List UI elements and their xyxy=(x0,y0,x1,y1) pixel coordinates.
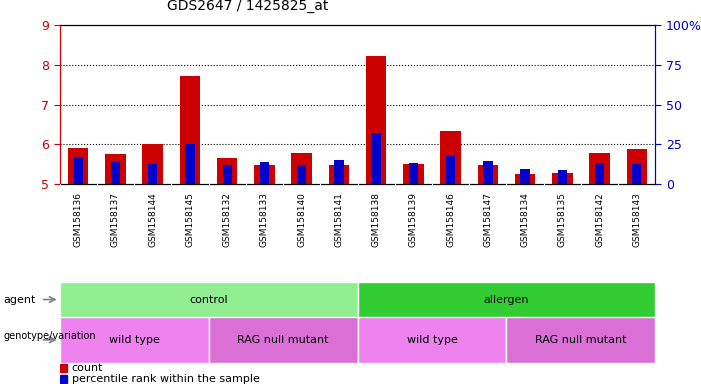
Bar xyxy=(358,282,655,317)
Text: wild type: wild type xyxy=(407,335,458,345)
Text: RAG null mutant: RAG null mutant xyxy=(535,335,627,345)
Bar xyxy=(60,317,209,363)
Bar xyxy=(217,159,238,184)
Bar xyxy=(358,317,506,363)
Bar xyxy=(632,164,641,184)
Bar xyxy=(446,156,455,184)
Text: wild type: wild type xyxy=(109,335,160,345)
Text: GSM158134: GSM158134 xyxy=(521,192,529,247)
Bar xyxy=(627,149,647,184)
Bar xyxy=(68,148,88,184)
Bar xyxy=(477,165,498,184)
Bar xyxy=(209,317,358,363)
Text: GSM158132: GSM158132 xyxy=(223,192,231,247)
Text: allergen: allergen xyxy=(484,295,529,305)
Bar xyxy=(254,165,275,184)
Text: GSM158144: GSM158144 xyxy=(148,192,157,247)
Text: RAG null mutant: RAG null mutant xyxy=(237,335,329,345)
Bar xyxy=(260,162,269,184)
Bar xyxy=(142,144,163,184)
Text: count: count xyxy=(72,363,103,373)
Text: GSM158140: GSM158140 xyxy=(297,192,306,247)
Bar xyxy=(329,165,349,184)
Text: GSM158141: GSM158141 xyxy=(334,192,343,247)
Text: percentile rank within the sample: percentile rank within the sample xyxy=(72,374,260,384)
Bar xyxy=(590,153,610,184)
Text: GSM158147: GSM158147 xyxy=(484,192,492,247)
Text: control: control xyxy=(189,295,228,305)
Text: GSM158139: GSM158139 xyxy=(409,192,418,247)
Bar xyxy=(111,162,120,184)
Bar xyxy=(515,174,536,184)
Bar xyxy=(60,282,358,317)
Bar xyxy=(558,170,567,184)
Bar xyxy=(105,154,125,184)
Bar xyxy=(185,144,195,184)
Bar xyxy=(403,164,423,184)
Bar xyxy=(483,161,493,184)
Bar xyxy=(179,76,200,184)
Bar xyxy=(60,364,67,372)
Bar xyxy=(60,375,67,383)
Text: genotype/variation: genotype/variation xyxy=(4,331,96,341)
Bar xyxy=(148,164,157,184)
Bar xyxy=(372,133,381,184)
Bar xyxy=(552,173,573,184)
Bar xyxy=(506,317,655,363)
Bar xyxy=(440,131,461,184)
Bar xyxy=(292,153,312,184)
Bar xyxy=(366,56,386,184)
Text: GSM158143: GSM158143 xyxy=(632,192,641,247)
Text: GSM158133: GSM158133 xyxy=(260,192,269,247)
Text: GDS2647 / 1425825_at: GDS2647 / 1425825_at xyxy=(167,0,328,13)
Bar xyxy=(409,163,418,184)
Text: GSM158137: GSM158137 xyxy=(111,192,120,247)
Text: GSM158135: GSM158135 xyxy=(558,192,567,247)
Text: GSM158138: GSM158138 xyxy=(372,192,381,247)
Text: GSM158146: GSM158146 xyxy=(446,192,455,247)
Bar xyxy=(520,169,530,184)
Bar xyxy=(222,165,232,184)
Text: GSM158136: GSM158136 xyxy=(74,192,83,247)
Bar xyxy=(74,157,83,184)
Text: GSM158145: GSM158145 xyxy=(186,192,194,247)
Text: agent: agent xyxy=(4,295,36,305)
Bar xyxy=(595,163,604,184)
Text: GSM158142: GSM158142 xyxy=(595,192,604,247)
Bar xyxy=(334,161,343,184)
Bar xyxy=(297,165,306,184)
